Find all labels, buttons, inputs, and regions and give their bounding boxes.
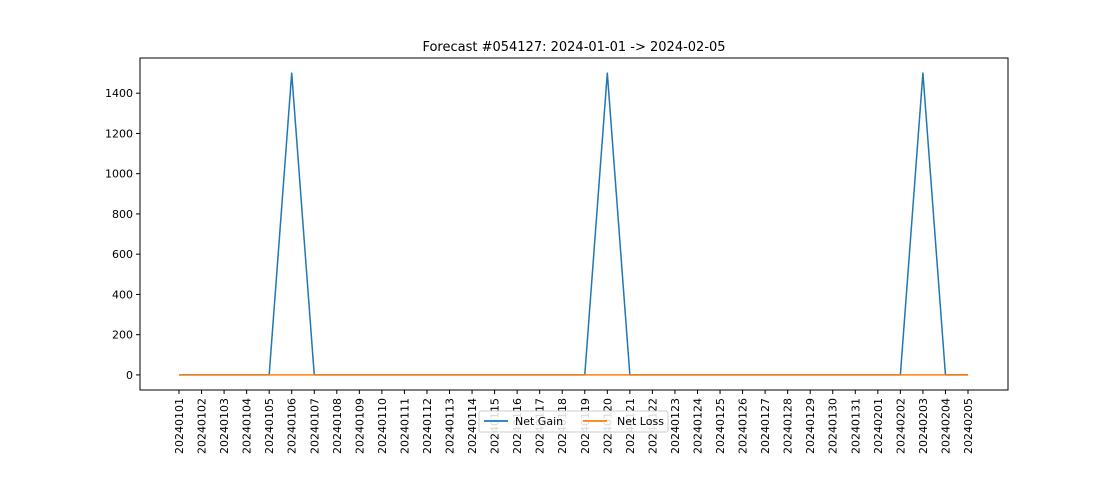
x-tick-label: 20240105 [263, 398, 276, 454]
x-tick-label: 20240101 [173, 398, 186, 454]
plot-area [139, 57, 1009, 391]
x-tick-label: 20240107 [308, 398, 321, 454]
x-tick-label: 20240103 [218, 398, 231, 454]
y-tick-label: 800 [112, 208, 133, 221]
x-tick-label: 20240125 [714, 398, 727, 454]
y-tick-label: 1200 [105, 127, 133, 140]
legend-label-net-loss: Net Loss [617, 415, 664, 428]
y-tick-label: 0 [126, 369, 133, 382]
x-tick-label: 20240127 [759, 398, 772, 454]
y-tick-label: 1400 [105, 87, 133, 100]
x-tick-label: 20240202 [894, 398, 907, 454]
legend-label-net-gain: Net Gain [515, 415, 563, 428]
x-tick-label: 20240129 [804, 398, 817, 454]
legend-box [478, 410, 669, 433]
y-tick-label: 1000 [105, 168, 133, 181]
y-tick-label: 200 [112, 329, 133, 342]
y-axis: 0 200 400 600 800 1000 1200 1400 [105, 87, 140, 382]
x-tick-label: 20240131 [849, 398, 862, 454]
x-tick-label: 20240203 [917, 398, 930, 454]
y-tick-label: 600 [112, 248, 133, 261]
legend: Net Gain Net Loss [478, 410, 669, 433]
x-tick-label: 20240110 [376, 398, 389, 454]
x-tick-label: 20240201 [872, 398, 885, 454]
x-tick-label: 20240109 [353, 398, 366, 454]
x-tick-label: 20240126 [737, 398, 750, 454]
x-tick-label: 20240112 [421, 398, 434, 454]
x-tick-label: 20240205 [962, 398, 975, 454]
series-layer [179, 72, 968, 376]
x-tick-label: 20240124 [691, 398, 704, 454]
y-tick-label: 400 [112, 288, 133, 301]
x-tick-label: 20240113 [444, 398, 457, 454]
x-tick-label: 20240104 [241, 398, 254, 454]
x-tick-label: 20240123 [669, 398, 682, 454]
x-tick-label: 20240108 [331, 398, 344, 454]
x-tick-label: 20240128 [782, 398, 795, 454]
x-tick-label: 20240102 [196, 398, 209, 454]
x-tick-label: 20240111 [398, 398, 411, 454]
chart-title: Forecast #054127: 2024-01-01 -> 2024-02-… [422, 40, 725, 55]
x-tick-label: 20240130 [827, 398, 840, 454]
x-tick-label: 20240114 [466, 398, 479, 454]
x-tick-label: 20240106 [286, 398, 299, 454]
x-tick-label: 20240204 [939, 398, 952, 454]
